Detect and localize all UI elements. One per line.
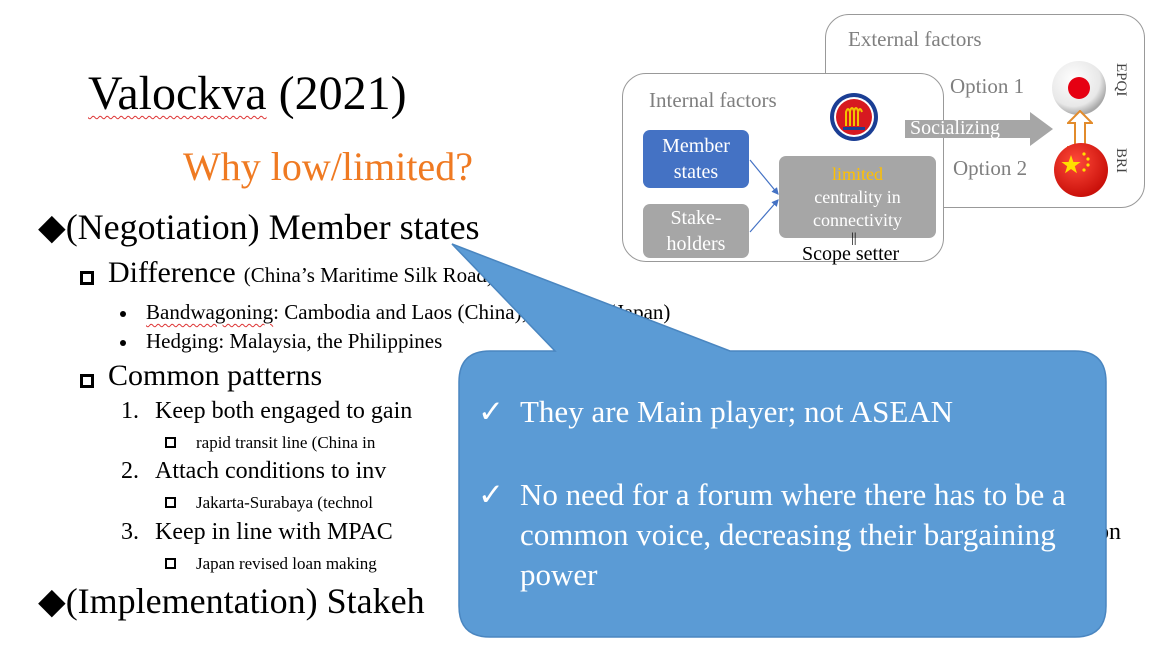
diamond-bullet-icon: ◆ [38,207,66,247]
diamond-bullet-icon: ◆ [38,581,66,621]
small-square-bullet-icon [165,558,176,569]
internal-factors-label: Internal factors [649,88,777,112]
member-line: states [673,161,719,183]
centrality-box: limited centrality in connectivity [779,156,936,238]
connector-arrows-icon [749,159,779,233]
japan-flag-icon [1052,61,1106,115]
centrality-highlight: limited [832,163,883,184]
difference-label: Difference [108,256,236,289]
dot-bullet-icon [120,340,126,347]
china-flag-icon [1054,143,1108,197]
centrality-line: connectivity [813,209,902,230]
option-1-label: Option 1 [950,74,1025,98]
socializing-arrow-icon [905,112,1053,146]
difference-note: (China’s Maritime Silk Road) [243,263,494,287]
bullet-negotiation: ◆(Negotiation) Member states [38,206,480,248]
asean-emblem-icon [830,93,878,141]
bandwagoning-term: Bandwagoning [146,300,274,324]
pattern-sub-text: Jakarta-Surabaya (technol [196,493,373,512]
pattern-3: 3. Keep in line with MPAC [121,519,393,546]
bullet-difference: Difference (China’s Maritime Silk Road) [80,256,494,290]
square-bullet-icon [80,374,94,389]
member-line: Member [662,135,730,157]
pattern-1-sub: rapid transit line (China in [165,433,375,453]
negotiation-text: (Negotiation) Member states [65,207,480,247]
pattern-number: 2. [121,458,139,484]
pattern-2-sub: Jakarta-Surabaya (technol [165,493,373,513]
socializing-label: Socializing [910,117,1000,139]
stakeholders-box: Stake-holders [643,204,749,258]
stake-line: Stake- [670,207,722,229]
scope-setter-label: Scope setter [802,243,900,265]
bullet-hedging: Hedging: Malaysia, the Philippines [120,329,442,354]
hedging-text: Hedging: Malaysia, the Philippines [146,329,443,353]
title-author: Valockva [88,67,267,120]
pattern-sub-text: Japan revised loan making [196,554,377,573]
pattern-sub-text: rapid transit line (China in [196,433,376,452]
pattern-text: Keep both engaged to gain [155,398,413,424]
small-square-bullet-icon [165,497,176,508]
slide-subtitle: Why low/limited? [183,144,473,189]
centrality-line: centrality in [814,186,901,207]
pattern-text: Attach conditions to inv [155,458,387,484]
stake-line: holders [666,233,726,255]
callout-point-1: They are Main player; not ASEAN [520,394,954,429]
callout-check-icon: ✓ [478,477,504,512]
callout-point-2: No need for a forum where there has to b… [520,477,1066,592]
dot-bullet-icon [120,311,126,318]
title-year: (2021) [266,67,407,120]
pattern-number: 3. [121,519,139,545]
equals-mark: || [851,231,857,246]
implementation-text: (Implementation) Stakeh [65,581,425,621]
member-states-box: Member states [643,130,749,188]
common-patterns-label: Common patterns [108,359,323,392]
pattern-number: 1. [121,398,139,424]
bullet-implementation: ◆(Implementation) Stakeh [38,580,425,622]
slide-title: Valockva (2021) [88,66,407,121]
callout-check-icon: ✓ [478,394,504,429]
square-bullet-icon [80,271,94,286]
pattern-3-sub: Japan revised loan making [165,554,377,574]
pattern-2: 2. Attach conditions to inv [121,458,386,485]
bri-label: BRI [1113,148,1129,174]
small-square-bullet-icon [165,437,176,448]
bullet-common-patterns: Common patterns [80,359,322,393]
external-factors-label: External factors [848,27,982,51]
pattern-text: Keep in line with MPAC [155,519,393,545]
pattern-1: 1. Keep both engaged to gain [121,398,412,425]
option-2-label: Option 2 [953,156,1028,180]
epqi-label: EPQI [1113,63,1129,97]
